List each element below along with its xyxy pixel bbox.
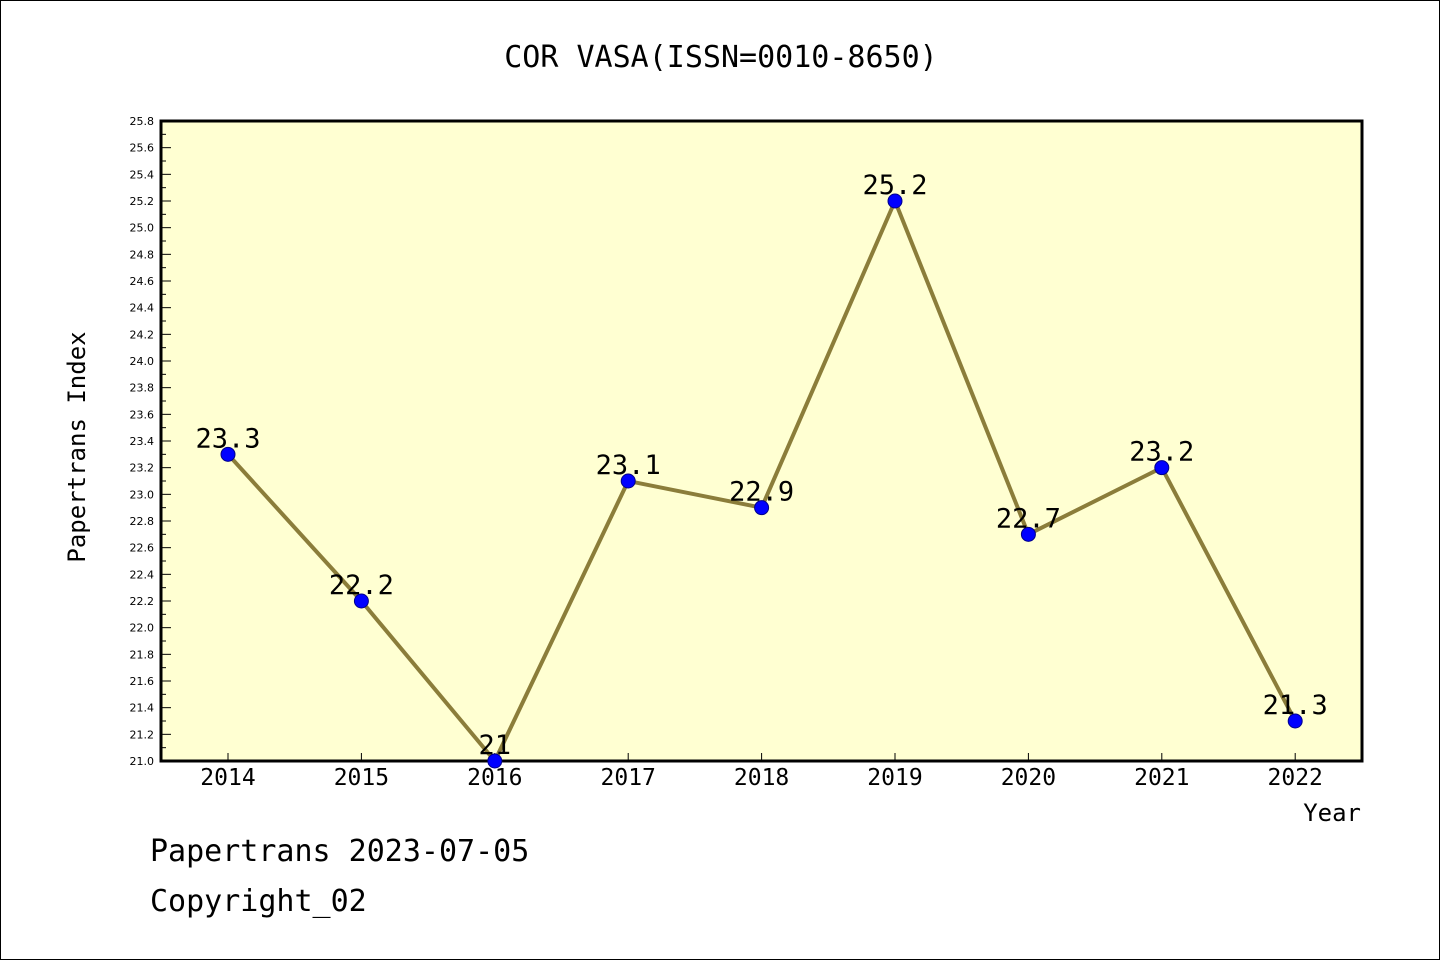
y-tick-label: 22.8 bbox=[130, 515, 155, 528]
x-axis-label: Year bbox=[1303, 799, 1361, 827]
y-tick-label: 21.0 bbox=[130, 755, 155, 768]
y-tick-label: 21.4 bbox=[130, 702, 155, 715]
y-tick-label: 21.2 bbox=[130, 728, 155, 741]
data-point bbox=[1287, 713, 1303, 729]
data-label: 25.2 bbox=[862, 170, 927, 201]
y-tick-label: 24.6 bbox=[130, 275, 155, 288]
x-tick-label: 2014 bbox=[200, 765, 255, 791]
y-tick-label: 22.2 bbox=[130, 595, 155, 608]
series-papertrans-index: 23.3 22.2 21 23.1 22.9 25.2 22.7 23.2 21.3 bbox=[195, 170, 1328, 769]
data-label: 23.1 bbox=[596, 450, 661, 481]
x-tick-label: 2021 bbox=[1134, 765, 1189, 791]
data-point bbox=[754, 500, 770, 516]
plot-area bbox=[159, 119, 1364, 763]
footer-copyright: Copyright_02 bbox=[150, 884, 367, 919]
x-tick-label: 2019 bbox=[867, 765, 922, 791]
data-label: 22.7 bbox=[996, 503, 1061, 534]
x-tick-label: 2016 bbox=[467, 765, 522, 791]
y-tick-label: 22.4 bbox=[130, 568, 155, 581]
footer-date: Papertrans 2023-07-05 bbox=[150, 834, 530, 869]
data-label: 23.3 bbox=[195, 423, 260, 454]
y-tick-label: 24.4 bbox=[130, 302, 155, 315]
y-axis-ticks: 21.0 21.2 21.4 21.6 21.8 22.0 22.2 22.4 22.6 22.8… bbox=[130, 115, 171, 768]
y-tick-label: 25.8 bbox=[130, 115, 155, 128]
y-tick-label: 23.6 bbox=[130, 408, 155, 421]
y-tick-label: 23.0 bbox=[130, 488, 155, 501]
data-point bbox=[1154, 460, 1170, 476]
y-axis-label: Papertrans Index bbox=[63, 331, 91, 562]
y-tick-label: 25.0 bbox=[130, 222, 155, 235]
y-tick-label: 25.4 bbox=[130, 168, 155, 181]
x-tick-label: 2018 bbox=[734, 765, 789, 791]
data-point bbox=[620, 473, 636, 489]
y-tick-label: 25.2 bbox=[130, 195, 155, 208]
data-label: 22.2 bbox=[329, 570, 394, 601]
y-tick-label: 21.6 bbox=[130, 675, 155, 688]
data-point bbox=[487, 753, 503, 769]
data-point bbox=[1020, 526, 1036, 542]
data-label: 23.2 bbox=[1129, 437, 1194, 468]
data-point bbox=[220, 446, 236, 462]
data-label: 22.9 bbox=[729, 477, 794, 508]
data-label: 21 bbox=[479, 730, 512, 761]
y-tick-label: 22.0 bbox=[130, 622, 155, 635]
y-tick-label: 23.2 bbox=[130, 462, 155, 475]
x-tick-label: 2017 bbox=[601, 765, 656, 791]
x-tick-label: 2015 bbox=[334, 765, 389, 791]
data-label: 21.3 bbox=[1263, 690, 1328, 721]
x-axis-ticks: 2014 2015 2016 2017 2018 2019 2020 2021 2022 bbox=[200, 753, 1323, 791]
data-point bbox=[887, 193, 903, 209]
y-tick-label: 23.8 bbox=[130, 382, 155, 395]
data-point bbox=[353, 593, 369, 609]
y-tick-label: 25.6 bbox=[130, 142, 155, 155]
y-tick-label: 24.8 bbox=[130, 248, 155, 261]
x-tick-label: 2022 bbox=[1268, 765, 1323, 791]
y-tick-label: 21.8 bbox=[130, 648, 155, 661]
y-tick-label: 24.0 bbox=[130, 355, 155, 368]
y-tick-label: 23.4 bbox=[130, 435, 155, 448]
x-tick-label: 2020 bbox=[1001, 765, 1056, 791]
y-tick-label: 24.2 bbox=[130, 328, 155, 341]
chart-title: COR VASA(ISSN=0010-8650) bbox=[504, 40, 937, 75]
y-tick-label: 22.6 bbox=[130, 542, 155, 555]
